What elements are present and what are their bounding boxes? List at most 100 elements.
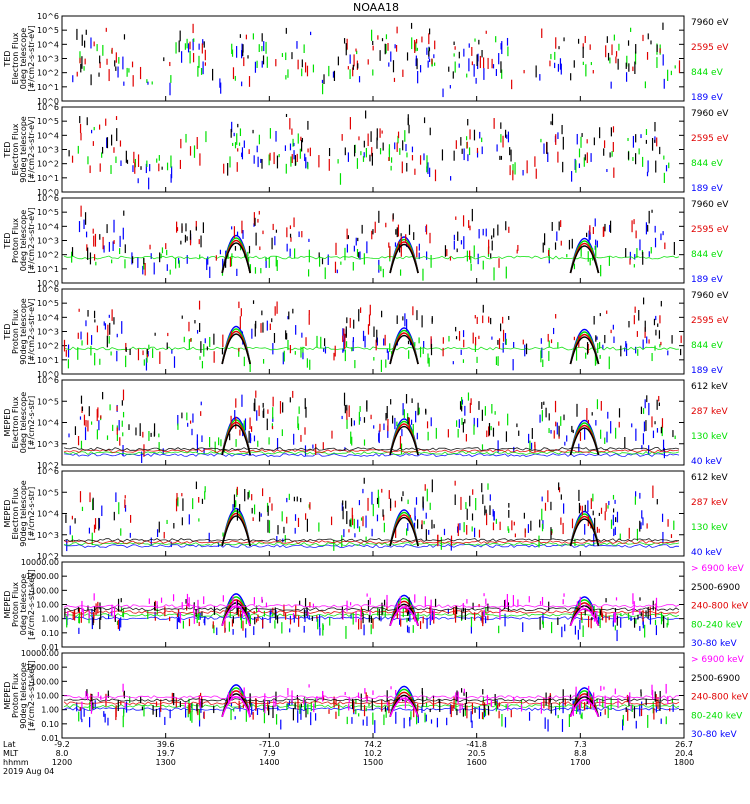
x-tick-label: 1600 [466, 758, 486, 767]
panel-frame [61, 15, 685, 102]
y-axis-label: 90deg telescope [19, 480, 28, 547]
legend-entry: 844 eV [691, 250, 724, 260]
y-tick-label: 10^4 [37, 313, 59, 322]
x-row-label: Lat [3, 740, 16, 749]
y-axis-label: 90deg telescope [19, 662, 28, 729]
y-tick-label: 10^2 [37, 461, 59, 470]
data-arc [389, 425, 419, 456]
y-tick-label: 10^6 [37, 467, 59, 476]
legend-entry: 130 keV [691, 523, 728, 533]
data-arc [221, 696, 251, 718]
y-tick-label: 100.00 [31, 586, 59, 595]
y-tick-label: 10000.00 [21, 649, 59, 658]
legend-entry: > 6900 keV [691, 655, 745, 665]
y-axis-label: Electron Flux [11, 123, 20, 175]
x-tick-label: 8.0 [56, 749, 69, 758]
x-tick-label: -9.2 [54, 740, 70, 749]
y-tick-label: 10^5 [37, 117, 59, 126]
data-series [63, 477, 680, 552]
y-axis-label: Proton Flux [11, 218, 20, 263]
legend-entry: 189 eV [691, 184, 724, 194]
y-tick-label: 10^5 [37, 488, 59, 497]
x-tick-label: 39.6 [157, 740, 175, 749]
legend-entry: 240-800 keV [691, 602, 749, 612]
x-tick-label: 1400 [259, 758, 279, 767]
x-tick-label: 1300 [155, 758, 175, 767]
legend-entry: 189 eV [691, 366, 724, 376]
y-tick-label: 10^5 [37, 397, 59, 406]
panel-3: 10^6 10^5 10^4 10^3 10^2 10^1 10^0 TED Proton Fl… [3, 194, 729, 288]
legend-entry: 287 keV [691, 498, 728, 508]
legend-entry: 80-240 keV [691, 620, 743, 630]
data-arc [569, 245, 600, 274]
data-arc [389, 606, 419, 627]
y-tick-label: 0.01 [41, 643, 59, 652]
y-tick-label: 10^6 [37, 12, 59, 21]
x-tick-label: 7.9 [263, 749, 276, 758]
legend-entry: 287 keV [691, 407, 728, 417]
y-axis-label: TED [3, 323, 12, 340]
y-tick-label: 10^4 [37, 510, 59, 519]
y-tick-label: 10^1 [37, 356, 59, 365]
legend-entry: 612 keV [691, 382, 728, 392]
y-tick-label: 10^3 [37, 328, 59, 337]
legend-entry: 30-80 keV [691, 639, 737, 649]
data-series [63, 297, 682, 372]
data-baseline [63, 610, 680, 615]
y-tick-label: 1.00 [41, 615, 59, 624]
y-axis-label: Electron Flux [11, 487, 20, 539]
x-tick-label: 74.2 [364, 740, 382, 749]
legend-entry: 844 eV [691, 68, 724, 78]
x-tick-label: 1700 [570, 758, 590, 767]
y-tick-label: 10^2 [37, 160, 59, 169]
y-axis-label: [#/cm2-s-str-keV] [27, 569, 36, 640]
data-baseline [63, 255, 680, 260]
data-baseline [64, 698, 680, 703]
data-baseline [63, 604, 680, 609]
y-axis-label: [#/cm2-s-str-eV] [27, 298, 36, 364]
legend-entry: 30-80 keV [691, 730, 737, 740]
y-tick-label: 10^1 [37, 174, 59, 183]
data-arc [221, 515, 251, 547]
y-axis-label: 0deg telescope [19, 392, 28, 453]
y-axis-label: [#/cm2-s-str-eV] [27, 25, 36, 91]
y-axis-label: 0deg telescope [19, 574, 28, 635]
data-series [63, 205, 680, 281]
data-baseline [63, 346, 680, 351]
panel-frame [61, 288, 685, 375]
y-axis-label: [#/cm2-s-str] [27, 396, 36, 449]
legend-entry: 2595 eV [691, 225, 729, 235]
y-tick-label: 10^3 [37, 440, 59, 449]
y-axis-label: [#/cm2-s-str] [27, 487, 36, 540]
data-arc [389, 334, 419, 365]
y-axis-label: 0deg telescope [19, 210, 28, 271]
y-axis-label: 90deg telescope [19, 298, 28, 365]
y-axis-label: Proton Flux [11, 673, 20, 718]
y-axis-label: TED [3, 141, 12, 158]
x-tick-label: 7.3 [574, 740, 587, 749]
y-tick-label: 10^6 [37, 285, 59, 294]
y-tick-label: 10^0 [37, 370, 59, 379]
y-tick-label: 0.10 [41, 720, 59, 729]
y-tick-label: 10^4 [37, 40, 59, 49]
y-tick-label: 10^3 [37, 237, 59, 246]
y-tick-label: 10^2 [37, 342, 59, 351]
legend-entry: 2500-6900 [691, 674, 740, 684]
panel-2: 10^6 10^5 10^4 10^3 10^2 10^1 10^0 TED Electron … [3, 103, 729, 197]
y-tick-label: 1000.00 [26, 663, 59, 672]
y-axis-label: [#/cm2-s-str-eV] [27, 207, 36, 273]
legend-entry: 189 eV [691, 275, 724, 285]
data-baseline [63, 449, 680, 453]
y-axis-label: MEPED [3, 409, 12, 437]
data-arc [569, 699, 600, 718]
y-tick-label: 10^0 [37, 279, 59, 288]
x-tick-label: -71.0 [259, 740, 280, 749]
y-axis-label: Proton Flux [11, 309, 20, 354]
y-tick-label: 1.00 [41, 706, 59, 715]
data-series [68, 110, 670, 190]
x-tick-label: -41.8 [466, 740, 487, 749]
panel-4: 10^6 10^5 10^4 10^3 10^2 10^1 10^0 TED Proton Fl… [3, 285, 729, 379]
legend-entry: 2595 eV [691, 43, 729, 53]
